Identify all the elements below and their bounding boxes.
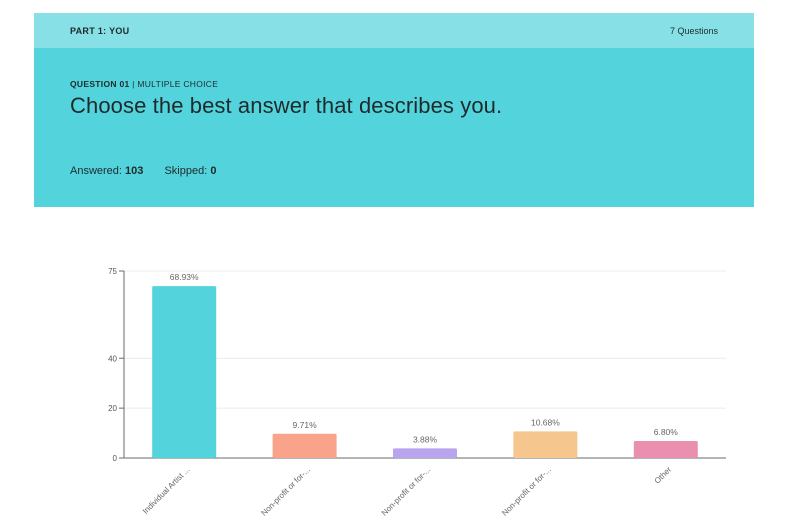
part-header: PART 1: YOU 7 Questions: [34, 13, 754, 48]
question-card: PART 1: YOU 7 Questions QUESTION 01 | MU…: [34, 13, 754, 207]
bar: [152, 286, 217, 458]
answered-label: Answered:: [70, 165, 126, 177]
answered-value: 103: [125, 165, 144, 177]
x-tick-label: Non-profit or for-...: [259, 465, 312, 518]
question-meta-separator: |: [129, 79, 138, 89]
bar-data-label: 9.71%: [293, 420, 318, 430]
x-tick-label: Other: [653, 465, 674, 486]
bar-chart: 0 20 40 75 68.93% Individual Artist ... 9.71% N…: [108, 267, 726, 518]
question-title: Choose the best answer that describes yo…: [70, 93, 503, 118]
question-number: QUESTION 01: [70, 79, 130, 89]
y-tick-label: 20: [108, 404, 117, 413]
bar-data-label: 10.68%: [531, 417, 560, 427]
x-tick-label: Individual Artist ...: [141, 465, 192, 516]
bar: [393, 448, 457, 458]
bar-data-label: 3.88%: [413, 434, 438, 444]
x-tick-label: Non-profit or for-...: [380, 465, 433, 518]
bar-data-label: 6.80%: [654, 427, 679, 437]
question-block: QUESTION 01 | MULTIPLE CHOICE Choose the…: [34, 48, 754, 207]
y-tick-label: 40: [108, 354, 117, 363]
response-chart: 0 20 40 75 68.93% Individual Artist ... 9.71% N…: [0, 230, 791, 527]
part-title: PART 1: YOU: [70, 25, 130, 36]
question-stats: Answered: 103 Skipped: 0: [70, 165, 234, 177]
skipped-value: 0: [210, 165, 217, 177]
answered-stat: Answered: 103: [70, 165, 143, 177]
bar: [513, 431, 578, 458]
bar-data-label: 68.93%: [170, 272, 199, 282]
bar: [272, 433, 337, 458]
skipped-stat: Skipped: 0: [164, 165, 216, 177]
y-tick-label: 75: [108, 267, 117, 276]
bar: [633, 441, 698, 458]
question-count: 7 Questions: [669, 25, 718, 36]
y-tick-label: 0: [113, 454, 118, 463]
question-type: MULTIPLE CHOICE: [137, 79, 219, 89]
skipped-label: Skipped:: [164, 165, 211, 177]
question-meta: QUESTION 01 | MULTIPLE CHOICE: [70, 79, 718, 89]
x-tick-label: Non-profit or for-...: [500, 465, 553, 518]
